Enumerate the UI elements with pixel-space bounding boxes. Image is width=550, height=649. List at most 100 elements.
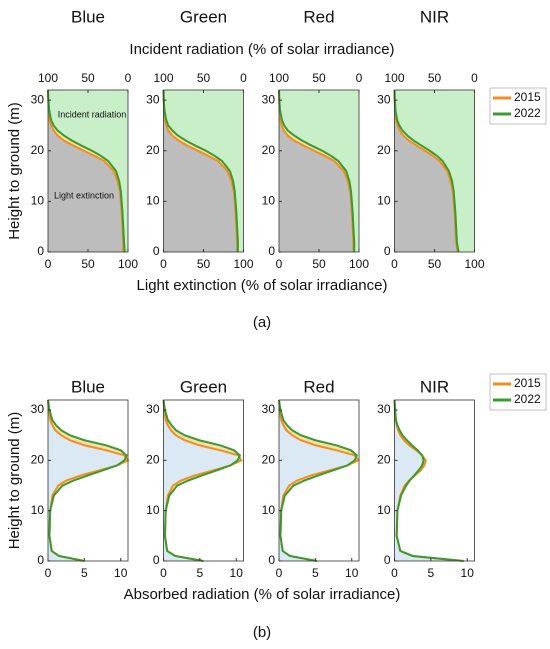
x2-tick-label: 100 (269, 71, 289, 85)
x-tick-label: 100 (464, 257, 484, 271)
y-tick-label: 10 (146, 503, 160, 517)
x2-tick-label: 50 (428, 71, 442, 85)
profile-line (162, 89, 239, 252)
x-tick-label: 5 (81, 566, 88, 580)
y-tick-label: 0 (384, 553, 391, 567)
x-tick-label: 10 (461, 566, 475, 580)
x2-tick-label: 0 (240, 71, 247, 85)
annotation: Light extinction (54, 191, 114, 201)
plot-frame (47, 399, 129, 562)
x-tick-label: 10 (345, 566, 359, 580)
y-tick-label: 20 (262, 143, 276, 157)
profile-line (278, 89, 356, 252)
x-tick-label: 0 (276, 566, 283, 580)
profile-line (47, 399, 128, 562)
fill-below (279, 90, 354, 252)
y-tick-label: 0 (153, 244, 160, 258)
legend-label: 2022 (514, 106, 541, 120)
x-tick-label: 10 (114, 566, 128, 580)
x-tick-label: 50 (81, 257, 95, 271)
y-tick-label: 0 (37, 553, 44, 567)
panel-title: Red (303, 7, 334, 26)
x-tick-label: 100 (349, 257, 369, 271)
fill-below (394, 90, 458, 252)
x-tick-label: 0 (391, 566, 398, 580)
panel-title: Green (180, 377, 227, 396)
fill-below (48, 90, 124, 252)
x-tick-label: 50 (312, 257, 326, 271)
y-tick-label: 30 (377, 402, 391, 416)
y-tick-label: 10 (377, 194, 391, 208)
fill-above (163, 90, 244, 252)
y-axis-label: Height to ground (m) (6, 102, 23, 240)
y-tick-label: 30 (31, 402, 45, 416)
panel-title: Blue (71, 7, 105, 26)
x2-tick-label: 0 (356, 71, 363, 85)
fill-below (48, 400, 128, 561)
x2-tick-label: 50 (197, 71, 211, 85)
y-tick-label: 30 (31, 92, 45, 106)
y-tick-label: 10 (262, 194, 276, 208)
x-tick-label: 10 (230, 566, 244, 580)
x-tick-label: 100 (233, 257, 253, 271)
x-tick-label: 0 (276, 257, 283, 271)
annotation: Incident radiation (58, 110, 127, 120)
y-tick-label: 10 (31, 503, 45, 517)
y-tick-label: 10 (31, 194, 45, 208)
fill-below (163, 400, 242, 561)
x2-tick-label: 0 (471, 71, 478, 85)
y-tick-label: 0 (153, 553, 160, 567)
x-tick-label: 0 (45, 257, 52, 271)
x2-tick-label: 100 (38, 71, 58, 85)
y-tick-label: 20 (146, 143, 160, 157)
fill-above (48, 90, 128, 252)
y-tick-label: 0 (37, 244, 44, 258)
y-tick-label: 10 (262, 503, 276, 517)
x2-tick-label: 100 (153, 71, 173, 85)
x-tick-label: 100 (118, 257, 138, 271)
y-axis-label: Height to ground (m) (6, 412, 23, 550)
x-tick-label: 5 (428, 566, 435, 580)
y-tick-label: 30 (377, 92, 391, 106)
legend-label: 2015 (514, 90, 541, 104)
y-tick-label: 20 (262, 453, 276, 467)
profile-line (393, 399, 464, 562)
x2-tick-label: 100 (384, 71, 404, 85)
y-tick-label: 30 (262, 402, 276, 416)
x-tick-label: 0 (160, 566, 167, 580)
caption: (a) (253, 314, 271, 331)
y-tick-label: 20 (31, 143, 45, 157)
x-tick-label: 0 (391, 257, 398, 271)
x-tick-label: 50 (197, 257, 211, 271)
caption: (b) (253, 624, 271, 641)
x-tick-label: 0 (45, 566, 52, 580)
fill-above (279, 90, 359, 252)
panel-title: NIR (420, 377, 449, 396)
profile-line (278, 399, 359, 562)
profile-line (162, 399, 242, 562)
y-tick-label: 0 (268, 244, 275, 258)
y-tick-label: 20 (377, 143, 391, 157)
panel-title: Red (303, 377, 334, 396)
x-axis-label: Absorbed radiation (% of solar irradianc… (124, 586, 401, 603)
y-tick-label: 10 (377, 503, 391, 517)
x-tick-label: 0 (160, 257, 167, 271)
fill-above (394, 90, 475, 252)
profile-line (47, 89, 126, 253)
fill-below (163, 90, 238, 252)
plot-frame (163, 399, 244, 562)
legend-label: 2022 (514, 392, 541, 406)
panel-title: Blue (71, 377, 105, 396)
profile-line (393, 89, 460, 253)
y-tick-label: 0 (268, 553, 275, 567)
x2-tick-label: 0 (125, 71, 132, 85)
x-axis-label: Light extinction (% of solar irradiance) (137, 277, 388, 294)
y-tick-label: 30 (146, 92, 160, 106)
y-tick-label: 0 (384, 244, 391, 258)
plot-frame (394, 399, 475, 562)
x-tick-label: 5 (312, 566, 319, 580)
legend-box (489, 373, 547, 411)
y-tick-label: 10 (146, 194, 160, 208)
x-tick-label: 5 (197, 566, 204, 580)
